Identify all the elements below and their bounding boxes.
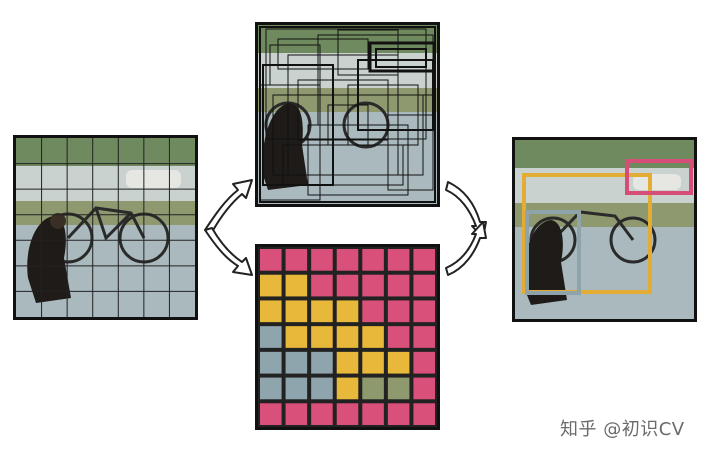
class-cell-yellow [311, 326, 333, 348]
class-cell-pink [387, 403, 410, 425]
class-cell-pink [362, 274, 384, 297]
class-cell-yellow [260, 274, 282, 297]
class-cell-pink [387, 274, 410, 297]
class-cell-slate [260, 326, 282, 348]
class-cell-slate [285, 351, 308, 374]
input-image-grid-panel [13, 135, 198, 320]
watermark: 知乎 @初识CV [560, 419, 685, 440]
predicted-box [368, 41, 436, 73]
class-cell-pink [336, 249, 359, 271]
bicycle-detection-box [522, 173, 652, 294]
predicted-box [277, 38, 369, 70]
split-arrow-up-icon [204, 179, 253, 233]
class-probability-map [258, 247, 437, 427]
predicted-box [297, 79, 389, 141]
class-cell-yellow [311, 300, 333, 323]
class-cell-olive [387, 377, 410, 400]
input-photo [16, 138, 195, 317]
class-cell-pink [387, 249, 410, 271]
class-cell-slate [311, 377, 333, 400]
class-cell-pink [362, 403, 384, 425]
predicted-box [397, 34, 434, 96]
class-cell-yellow [285, 326, 308, 348]
class-cell-pink [413, 326, 435, 348]
class-cell-pink [413, 403, 435, 425]
class-cell-yellow [285, 274, 308, 297]
car-detection-box [625, 159, 693, 195]
class-cell-yellow [285, 300, 308, 323]
class-cell-pink [285, 403, 308, 425]
class-cell-pink [336, 403, 359, 425]
class-probability-map-panel [255, 244, 440, 430]
class-cell-pink [362, 300, 384, 323]
class-cell-yellow [336, 326, 359, 348]
class-cell-pink [413, 351, 435, 374]
output-photo [515, 140, 694, 319]
class-cell-yellow [362, 326, 384, 348]
dog-detection-box [525, 210, 581, 295]
class-cell-pink [285, 249, 308, 271]
class-cell-pink [311, 274, 333, 297]
predicted-boxes [259, 26, 436, 203]
class-cell-pink [413, 300, 435, 323]
class-cell-olive [362, 377, 384, 400]
class-cell-slate [311, 351, 333, 374]
split-arrow-down-icon [204, 227, 253, 276]
class-cell-pink [387, 326, 410, 348]
bounding-boxes-confidence-panel [255, 22, 440, 207]
class-cell-pink [260, 403, 282, 425]
merge-arrow-bottom-icon [445, 221, 487, 276]
class-cell-yellow [260, 300, 282, 323]
class-cell-yellow [362, 351, 384, 374]
class-cell-yellow [336, 351, 359, 374]
predicted-box [387, 114, 434, 191]
class-cell-pink [413, 249, 435, 271]
class-cell-pink [362, 249, 384, 271]
class-cell-yellow [387, 351, 410, 374]
class-cell-pink [387, 300, 410, 323]
grid-overlay [16, 138, 195, 317]
predicted-box [375, 48, 427, 68]
class-cell-pink [413, 377, 435, 400]
class-cell-slate [285, 377, 308, 400]
class-cell-pink [311, 249, 333, 271]
class-cell-yellow [336, 377, 359, 400]
predicted-box [282, 144, 404, 186]
class-cell-pink [336, 274, 359, 297]
class-cell-yellow [336, 300, 359, 323]
class-cell-slate [260, 377, 282, 400]
final-detections-panel [512, 137, 697, 322]
predicted-box [269, 44, 321, 86]
class-cell-pink [311, 403, 333, 425]
class-cell-slate [260, 351, 282, 374]
predicted-box [265, 28, 427, 140]
class-cell-pink [260, 249, 282, 271]
predicted-box [307, 124, 409, 196]
class-cell-pink [413, 274, 435, 297]
